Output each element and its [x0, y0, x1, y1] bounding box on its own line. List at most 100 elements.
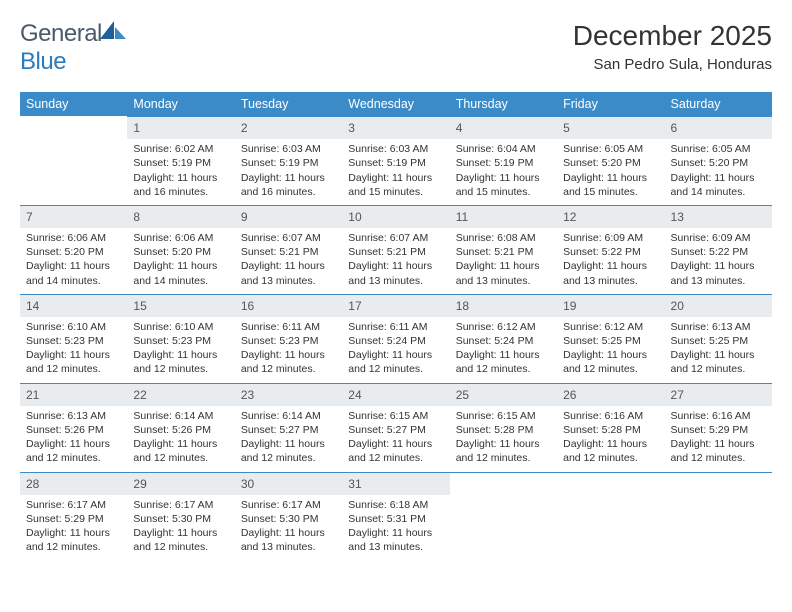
sunrise-line: Sunrise: 6:10 AM — [133, 320, 228, 334]
daylight-line: Daylight: 11 hours and 14 minutes. — [26, 259, 121, 287]
day-body: Sunrise: 6:09 AMSunset: 5:22 PMDaylight:… — [665, 228, 772, 294]
daylight-line: Daylight: 11 hours and 12 minutes. — [671, 437, 766, 465]
calendar-row: 1Sunrise: 6:02 AMSunset: 5:19 PMDaylight… — [20, 116, 772, 205]
day-number: 8 — [127, 206, 234, 228]
calendar-body: 1Sunrise: 6:02 AMSunset: 5:19 PMDaylight… — [20, 116, 772, 560]
weekday-header: Sunday — [20, 92, 127, 116]
calendar-table: SundayMondayTuesdayWednesdayThursdayFrid… — [20, 92, 772, 560]
daylight-line: Daylight: 11 hours and 13 minutes. — [241, 259, 336, 287]
day-body: Sunrise: 6:14 AMSunset: 5:26 PMDaylight:… — [127, 406, 234, 472]
sunset-line: Sunset: 5:22 PM — [563, 245, 658, 259]
sunset-line: Sunset: 5:25 PM — [563, 334, 658, 348]
sunrise-line: Sunrise: 6:18 AM — [348, 498, 443, 512]
daylight-line: Daylight: 11 hours and 12 minutes. — [26, 437, 121, 465]
day-number: 6 — [665, 117, 772, 139]
day-number: 22 — [127, 384, 234, 406]
sunrise-line: Sunrise: 6:17 AM — [133, 498, 228, 512]
sunrise-line: Sunrise: 6:09 AM — [671, 231, 766, 245]
day-body: Sunrise: 6:10 AMSunset: 5:23 PMDaylight:… — [20, 317, 127, 383]
calendar-cell: 24Sunrise: 6:15 AMSunset: 5:27 PMDayligh… — [342, 383, 449, 472]
day-number: 15 — [127, 295, 234, 317]
sunset-line: Sunset: 5:29 PM — [671, 423, 766, 437]
calendar-cell: 1Sunrise: 6:02 AMSunset: 5:19 PMDaylight… — [127, 116, 234, 205]
logo: GeneralBlue — [20, 20, 126, 76]
day-body: Sunrise: 6:17 AMSunset: 5:30 PMDaylight:… — [235, 495, 342, 561]
sunset-line: Sunset: 5:19 PM — [133, 156, 228, 170]
day-body: Sunrise: 6:14 AMSunset: 5:27 PMDaylight:… — [235, 406, 342, 472]
sunrise-line: Sunrise: 6:14 AM — [133, 409, 228, 423]
weekday-header: Thursday — [450, 92, 557, 116]
calendar-cell: 3Sunrise: 6:03 AMSunset: 5:19 PMDaylight… — [342, 116, 449, 205]
sunset-line: Sunset: 5:27 PM — [348, 423, 443, 437]
daylight-line: Daylight: 11 hours and 13 minutes. — [348, 259, 443, 287]
sunset-line: Sunset: 5:25 PM — [671, 334, 766, 348]
daylight-line: Daylight: 11 hours and 12 minutes. — [26, 526, 121, 554]
day-number: 1 — [127, 117, 234, 139]
weekday-header: Saturday — [665, 92, 772, 116]
sunset-line: Sunset: 5:21 PM — [348, 245, 443, 259]
day-number: 29 — [127, 473, 234, 495]
location: San Pedro Sula, Honduras — [573, 56, 772, 73]
day-body: Sunrise: 6:17 AMSunset: 5:29 PMDaylight:… — [20, 495, 127, 561]
daylight-line: Daylight: 11 hours and 12 minutes. — [348, 437, 443, 465]
sunset-line: Sunset: 5:29 PM — [26, 512, 121, 526]
calendar-cell: 21Sunrise: 6:13 AMSunset: 5:26 PMDayligh… — [20, 383, 127, 472]
day-number: 28 — [20, 473, 127, 495]
day-body: Sunrise: 6:08 AMSunset: 5:21 PMDaylight:… — [450, 228, 557, 294]
sunset-line: Sunset: 5:19 PM — [241, 156, 336, 170]
calendar-cell: 11Sunrise: 6:08 AMSunset: 5:21 PMDayligh… — [450, 205, 557, 294]
calendar-cell: 22Sunrise: 6:14 AMSunset: 5:26 PMDayligh… — [127, 383, 234, 472]
sunrise-line: Sunrise: 6:03 AM — [348, 142, 443, 156]
calendar-cell: 14Sunrise: 6:10 AMSunset: 5:23 PMDayligh… — [20, 294, 127, 383]
day-body: Sunrise: 6:04 AMSunset: 5:19 PMDaylight:… — [450, 139, 557, 205]
calendar-thead: SundayMondayTuesdayWednesdayThursdayFrid… — [20, 92, 772, 116]
day-number: 21 — [20, 384, 127, 406]
day-number: 31 — [342, 473, 449, 495]
daylight-line: Daylight: 11 hours and 13 minutes. — [241, 526, 336, 554]
day-body: Sunrise: 6:15 AMSunset: 5:27 PMDaylight:… — [342, 406, 449, 472]
sunrise-line: Sunrise: 6:03 AM — [241, 142, 336, 156]
day-number: 23 — [235, 384, 342, 406]
day-number: 10 — [342, 206, 449, 228]
calendar-cell: 26Sunrise: 6:16 AMSunset: 5:28 PMDayligh… — [557, 383, 664, 472]
daylight-line: Daylight: 11 hours and 12 minutes. — [241, 348, 336, 376]
sunrise-line: Sunrise: 6:05 AM — [563, 142, 658, 156]
sunset-line: Sunset: 5:24 PM — [456, 334, 551, 348]
calendar-cell: 7Sunrise: 6:06 AMSunset: 5:20 PMDaylight… — [20, 205, 127, 294]
calendar-cell: 20Sunrise: 6:13 AMSunset: 5:25 PMDayligh… — [665, 294, 772, 383]
sunset-line: Sunset: 5:30 PM — [133, 512, 228, 526]
day-body: Sunrise: 6:16 AMSunset: 5:28 PMDaylight:… — [557, 406, 664, 472]
day-number: 11 — [450, 206, 557, 228]
logo-text-blue: Blue — [20, 48, 66, 75]
sunrise-line: Sunrise: 6:07 AM — [348, 231, 443, 245]
daylight-line: Daylight: 11 hours and 14 minutes. — [671, 171, 766, 199]
day-body: Sunrise: 6:02 AMSunset: 5:19 PMDaylight:… — [127, 139, 234, 205]
calendar-cell: 29Sunrise: 6:17 AMSunset: 5:30 PMDayligh… — [127, 472, 234, 561]
sunset-line: Sunset: 5:20 PM — [26, 245, 121, 259]
day-number: 27 — [665, 384, 772, 406]
day-body: Sunrise: 6:13 AMSunset: 5:26 PMDaylight:… — [20, 406, 127, 472]
sunset-line: Sunset: 5:20 PM — [563, 156, 658, 170]
sunset-line: Sunset: 5:27 PM — [241, 423, 336, 437]
day-number: 12 — [557, 206, 664, 228]
day-number: 7 — [20, 206, 127, 228]
logo-text-general: General — [20, 20, 102, 47]
day-body: Sunrise: 6:17 AMSunset: 5:30 PMDaylight:… — [127, 495, 234, 561]
day-body: Sunrise: 6:12 AMSunset: 5:25 PMDaylight:… — [557, 317, 664, 383]
sunrise-line: Sunrise: 6:10 AM — [26, 320, 121, 334]
header: GeneralBlue December 2025 San Pedro Sula… — [20, 20, 772, 76]
month-title: December 2025 — [573, 20, 772, 52]
sunrise-line: Sunrise: 6:07 AM — [241, 231, 336, 245]
calendar-cell: 28Sunrise: 6:17 AMSunset: 5:29 PMDayligh… — [20, 472, 127, 561]
day-number: 3 — [342, 117, 449, 139]
day-number: 18 — [450, 295, 557, 317]
calendar-cell: 27Sunrise: 6:16 AMSunset: 5:29 PMDayligh… — [665, 383, 772, 472]
day-number: 13 — [665, 206, 772, 228]
sunset-line: Sunset: 5:23 PM — [241, 334, 336, 348]
sunrise-line: Sunrise: 6:02 AM — [133, 142, 228, 156]
calendar-cell: 8Sunrise: 6:06 AMSunset: 5:20 PMDaylight… — [127, 205, 234, 294]
sunrise-line: Sunrise: 6:09 AM — [563, 231, 658, 245]
sunset-line: Sunset: 5:31 PM — [348, 512, 443, 526]
sunset-line: Sunset: 5:26 PM — [26, 423, 121, 437]
day-number: 16 — [235, 295, 342, 317]
